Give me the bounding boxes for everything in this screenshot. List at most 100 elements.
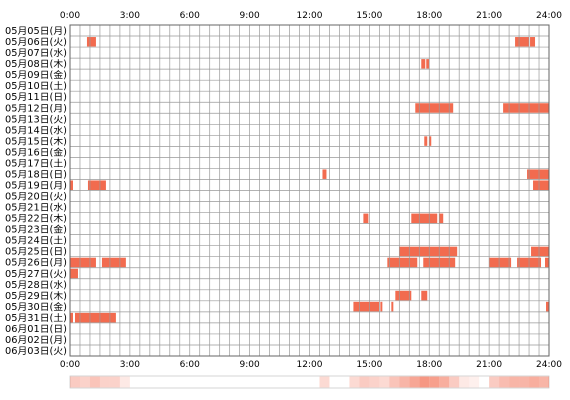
activity-bar bbox=[426, 59, 430, 69]
activity-bar bbox=[527, 169, 549, 179]
day-label: 05月19日(月) bbox=[5, 180, 67, 191]
summary-strip-cell bbox=[369, 376, 380, 388]
summary-strip-cell bbox=[79, 376, 90, 388]
day-label: 05月25日(日) bbox=[5, 247, 67, 258]
summary-strip-cell bbox=[429, 376, 440, 388]
day-label: 05月29日(木) bbox=[5, 290, 67, 302]
activity-bar bbox=[353, 301, 380, 312]
day-label: 05月31日(土) bbox=[5, 312, 67, 324]
activity-bar bbox=[70, 312, 73, 323]
x-tick-label-bottom: 18:00 bbox=[416, 360, 442, 370]
x-tick-label-bottom: 3:00 bbox=[120, 360, 140, 370]
day-label: 05月08日(木) bbox=[5, 58, 67, 70]
grid-lines bbox=[69, 24, 550, 357]
x-tick-label-top: 9:00 bbox=[240, 11, 260, 21]
x-tick-label-top: 21:00 bbox=[476, 11, 502, 21]
summary-strip-cell bbox=[469, 376, 480, 388]
x-tick-label-bottom: 24:00 bbox=[536, 360, 562, 370]
activity-bar bbox=[530, 37, 536, 47]
day-label: 05月30日(金) bbox=[5, 301, 67, 313]
day-label: 05月16日(金) bbox=[5, 146, 67, 158]
day-label: 05月24日(土) bbox=[5, 235, 67, 247]
day-label: 05月28日(水) bbox=[5, 279, 67, 291]
x-tick-label-top: 0:00 bbox=[60, 11, 80, 21]
day-label: 05月22日(木) bbox=[5, 213, 67, 225]
summary-strip-cell bbox=[379, 376, 390, 388]
activity-bar bbox=[421, 59, 426, 69]
day-label: 05月21日(水) bbox=[5, 202, 67, 214]
day-label: 06月01日(日) bbox=[5, 324, 67, 335]
day-label: 05月20日(火) bbox=[5, 192, 67, 203]
activity-bar bbox=[531, 246, 549, 257]
summary-strip-cell bbox=[419, 376, 430, 388]
activity-bar bbox=[439, 213, 444, 224]
day-label: 06月02日(月) bbox=[5, 335, 67, 346]
summary-strip-cell bbox=[70, 376, 80, 388]
day-label: 05月10日(土) bbox=[5, 80, 67, 92]
day-label: 05月23日(金) bbox=[5, 224, 67, 236]
x-tick-label-bottom: 12:00 bbox=[297, 360, 323, 370]
activity-bar bbox=[503, 103, 549, 113]
x-tick-label-bottom: 21:00 bbox=[476, 360, 502, 370]
day-label: 05月07日(水) bbox=[5, 47, 67, 59]
plot-border bbox=[69, 24, 550, 357]
summary-strip-cell bbox=[449, 376, 460, 388]
summary-strip-cell bbox=[89, 376, 100, 388]
summary-strip-cell bbox=[319, 376, 330, 388]
summary-strip bbox=[69, 375, 550, 389]
summary-strip-cell bbox=[119, 376, 130, 388]
summary-strip-cell bbox=[439, 376, 450, 388]
day-label: 05月12日(月) bbox=[5, 103, 67, 114]
summary-strip-cell bbox=[109, 376, 120, 388]
summary-strip-cell bbox=[349, 376, 360, 388]
x-tick-label-top: 24:00 bbox=[536, 11, 562, 21]
summary-strip-cell bbox=[409, 376, 420, 388]
activity-bar bbox=[424, 136, 428, 146]
summary-strip-cell bbox=[389, 376, 400, 388]
x-tick-label-bottom: 15:00 bbox=[356, 360, 382, 370]
activity-bar bbox=[545, 257, 549, 268]
x-tick-label-bottom: 6:00 bbox=[180, 360, 200, 370]
activity-bar bbox=[395, 290, 412, 301]
activity-bar bbox=[391, 301, 394, 312]
day-label: 06月03日(火) bbox=[5, 346, 67, 357]
day-label: 05月05日(月) bbox=[5, 26, 67, 37]
x-tick-label-top: 6:00 bbox=[180, 11, 200, 21]
summary-strip-cell bbox=[359, 376, 370, 388]
day-label: 05月11日(日) bbox=[5, 92, 67, 103]
day-label: 05月09日(金) bbox=[5, 69, 67, 81]
summary-strip-cell bbox=[489, 376, 500, 388]
activity-bar bbox=[74, 312, 116, 323]
activity-bar bbox=[70, 257, 96, 268]
activity-bar bbox=[429, 136, 432, 146]
x-tick-label-top: 3:00 bbox=[120, 11, 140, 21]
activity-bar bbox=[533, 180, 549, 190]
activity-bar bbox=[415, 103, 454, 113]
summary-strip-cell bbox=[499, 376, 510, 388]
activity-bar bbox=[363, 213, 369, 224]
summary-strip-cell bbox=[519, 376, 530, 388]
activity-bar bbox=[411, 213, 438, 224]
x-axis-labels: 0:00 0:00 3:00 3:00 6:00 6:00 9:00 9:00 12:00 12:… bbox=[60, 11, 562, 370]
x-tick-label-bottom: 9:00 bbox=[240, 360, 260, 370]
activity-bar bbox=[86, 37, 96, 47]
activity-bar bbox=[70, 180, 73, 190]
activity-bar bbox=[387, 257, 418, 268]
activity-bar bbox=[421, 290, 428, 301]
day-label: 05月26日(月) bbox=[5, 258, 67, 269]
summary-strip-cell bbox=[399, 376, 410, 388]
activity-bar bbox=[489, 257, 512, 268]
summary-strip-cell bbox=[459, 376, 470, 388]
x-tick-label-bottom: 0:00 bbox=[60, 360, 80, 370]
activity-bar bbox=[101, 257, 126, 268]
activity-bar bbox=[322, 169, 327, 179]
day-label: 05月13日(火) bbox=[5, 114, 67, 125]
activity-bar bbox=[70, 268, 78, 279]
summary-strip-cell bbox=[539, 376, 549, 388]
x-tick-label-top: 18:00 bbox=[416, 11, 442, 21]
day-label: 05月06日(火) bbox=[5, 37, 67, 48]
x-tick-label-top: 12:00 bbox=[297, 11, 323, 21]
summary-strip-cell bbox=[509, 376, 520, 388]
day-label: 05月18日(日) bbox=[5, 169, 67, 180]
